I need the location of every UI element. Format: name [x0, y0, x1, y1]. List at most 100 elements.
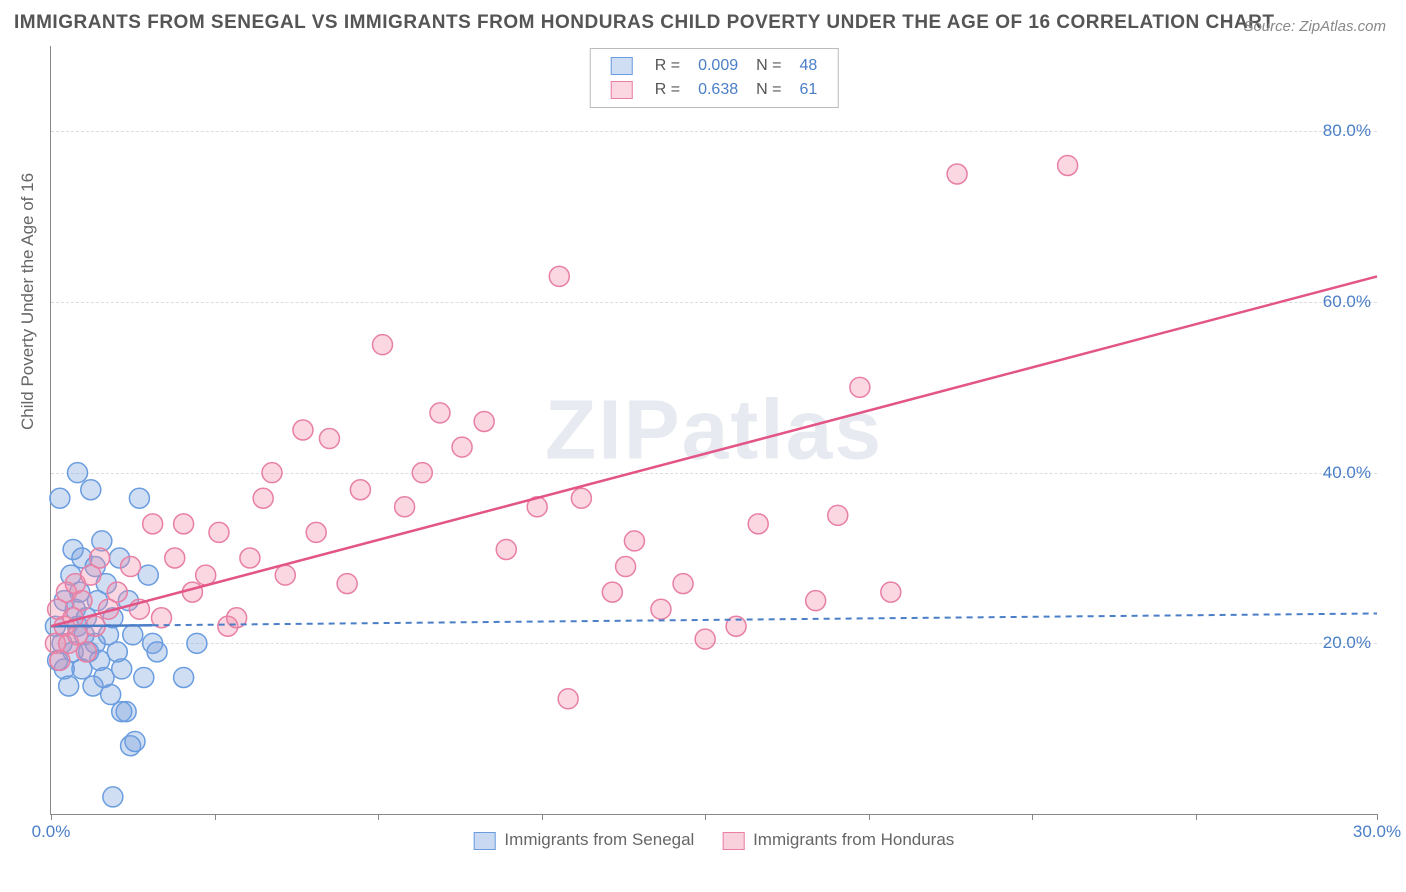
legend-label: Immigrants from Honduras: [753, 830, 954, 849]
data-point: [72, 591, 92, 611]
data-point: [101, 685, 121, 705]
data-point: [112, 659, 132, 679]
data-point: [306, 522, 326, 542]
trend-line: [153, 613, 1377, 625]
x-tick-mark: [378, 814, 379, 820]
data-point: [602, 582, 622, 602]
trend-line: [51, 625, 153, 626]
y-tick-label: 60.0%: [1323, 292, 1371, 312]
data-point: [123, 625, 143, 645]
series-legend: Immigrants from Senegal Immigrants from …: [460, 830, 969, 850]
data-point: [275, 565, 295, 585]
data-point: [430, 403, 450, 423]
x-tick-label: 0.0%: [32, 822, 71, 842]
data-point: [138, 565, 158, 585]
legend-r-label: R =: [647, 55, 688, 77]
data-point: [549, 266, 569, 286]
source-label: Source: ZipAtlas.com: [1243, 18, 1386, 35]
data-point: [452, 437, 472, 457]
data-point: [112, 702, 132, 722]
scatter-svg: [51, 46, 1377, 814]
legend-n-label: N =: [748, 79, 789, 101]
y-tick-label: 80.0%: [1323, 121, 1371, 141]
data-point: [293, 420, 313, 440]
data-point: [90, 548, 110, 568]
data-point: [319, 429, 339, 449]
data-point: [125, 731, 145, 751]
data-point: [673, 574, 693, 594]
legend-label: Immigrants from Senegal: [504, 830, 694, 849]
x-tick-mark: [215, 814, 216, 820]
data-point: [412, 463, 432, 483]
data-point: [828, 505, 848, 525]
data-point: [196, 565, 216, 585]
x-tick-mark: [1032, 814, 1033, 820]
data-point: [373, 335, 393, 355]
x-tick-label: 30.0%: [1353, 822, 1401, 842]
data-point: [209, 522, 229, 542]
legend-n-label: N =: [748, 55, 789, 77]
legend-r-label: R =: [647, 79, 688, 101]
data-point: [695, 629, 715, 649]
data-point: [187, 633, 207, 653]
legend-r-value: 0.638: [690, 79, 746, 101]
data-point: [881, 582, 901, 602]
x-tick-mark: [51, 814, 52, 820]
correlation-legend: R =0.009N =48R =0.638N =61: [590, 48, 839, 108]
y-tick-label: 40.0%: [1323, 463, 1371, 483]
legend-swatch: [611, 81, 633, 99]
data-point: [76, 642, 96, 662]
x-tick-mark: [1377, 814, 1378, 820]
data-point: [50, 488, 70, 508]
data-point: [59, 676, 79, 696]
legend-swatch: [722, 832, 744, 850]
x-tick-mark: [869, 814, 870, 820]
data-point: [174, 514, 194, 534]
data-point: [129, 488, 149, 508]
data-point: [1058, 155, 1078, 175]
y-axis-label: Child Poverty Under the Age of 16: [18, 173, 38, 430]
chart-title: IMMIGRANTS FROM SENEGAL VS IMMIGRANTS FR…: [14, 12, 1275, 34]
data-point: [174, 667, 194, 687]
data-point: [571, 488, 591, 508]
x-tick-mark: [542, 814, 543, 820]
data-point: [240, 548, 260, 568]
data-point: [147, 642, 167, 662]
legend-swatch: [611, 57, 633, 75]
legend-item: Immigrants from Honduras: [722, 830, 954, 849]
data-point: [850, 377, 870, 397]
legend-n-value: 48: [791, 55, 825, 77]
data-point: [806, 591, 826, 611]
data-point: [253, 488, 273, 508]
data-point: [616, 557, 636, 577]
data-point: [182, 582, 202, 602]
data-point: [121, 557, 141, 577]
data-point: [103, 787, 123, 807]
data-point: [624, 531, 644, 551]
data-point: [395, 497, 415, 517]
legend-r-value: 0.009: [690, 55, 746, 77]
data-point: [68, 463, 88, 483]
data-point: [748, 514, 768, 534]
data-point: [134, 667, 154, 687]
data-point: [143, 514, 163, 534]
data-point: [262, 463, 282, 483]
data-point: [496, 539, 516, 559]
data-point: [558, 689, 578, 709]
data-point: [350, 480, 370, 500]
legend-item: Immigrants from Senegal: [474, 830, 695, 849]
data-point: [107, 582, 127, 602]
legend-row: R =0.638N =61: [603, 79, 826, 101]
trend-line: [51, 276, 1377, 626]
chart-plot-area: ZIPatlas R =0.009N =48R =0.638N =61 Immi…: [50, 46, 1377, 815]
data-point: [651, 599, 671, 619]
legend-row: R =0.009N =48: [603, 55, 826, 77]
y-tick-label: 20.0%: [1323, 633, 1371, 653]
legend-swatch: [474, 832, 496, 850]
data-point: [337, 574, 357, 594]
data-point: [81, 480, 101, 500]
legend-n-value: 61: [791, 79, 825, 101]
data-point: [165, 548, 185, 568]
x-tick-mark: [1196, 814, 1197, 820]
data-point: [474, 411, 494, 431]
